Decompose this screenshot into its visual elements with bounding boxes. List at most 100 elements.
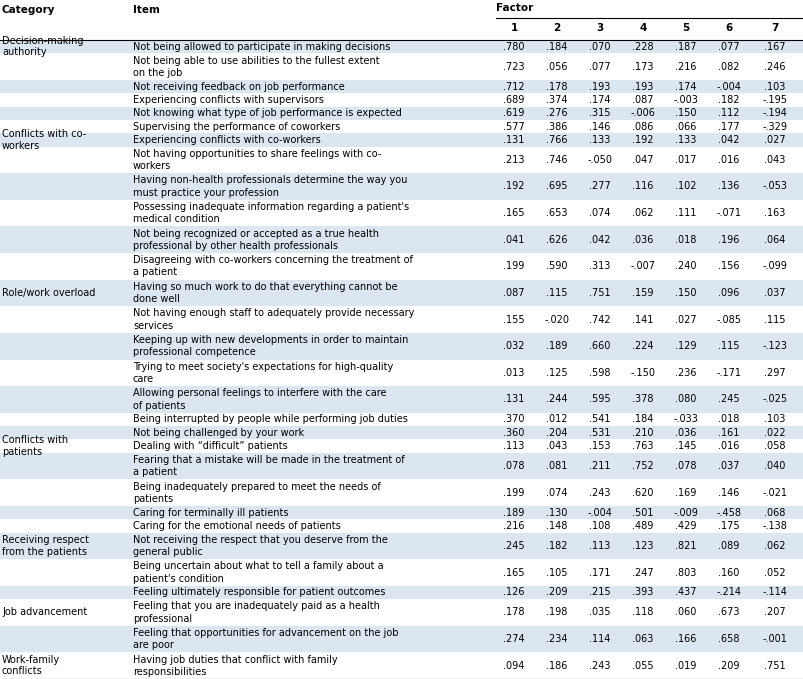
Text: 2: 2 [552,23,560,33]
Text: .653: .653 [545,208,567,218]
Text: -.123: -.123 [761,341,786,351]
Text: .081: .081 [545,461,567,471]
Text: .695: .695 [545,181,567,191]
Text: .094: .094 [503,661,524,671]
Text: -.194: -.194 [761,108,786,118]
Text: .216: .216 [675,62,696,71]
Text: Trying to meet society's expectations for high-quality: Trying to meet society's expectations fo… [132,362,393,371]
Text: -.009: -.009 [673,508,698,517]
Text: of patients: of patients [132,401,185,411]
Text: -.020: -.020 [544,314,569,325]
Text: .689: .689 [503,95,524,105]
Text: .192: .192 [631,135,653,145]
Bar [0,173,803,200]
Text: .598: .598 [589,368,610,378]
Text: .742: .742 [589,314,610,325]
Text: professional by other health professionals: professional by other health professiona… [132,241,337,251]
Text: .115: .115 [545,288,567,298]
Text: services: services [132,320,173,331]
Text: -.004: -.004 [715,81,740,92]
Text: -.050: -.050 [587,155,612,165]
Text: .196: .196 [717,235,739,244]
Text: -.329: -.329 [761,122,786,132]
Text: .105: .105 [545,568,567,578]
Text: .386: .386 [545,122,567,132]
Text: a patient: a patient [132,268,177,278]
Text: .276: .276 [545,108,567,118]
Text: .115: .115 [717,341,739,351]
Text: .236: .236 [675,368,696,378]
Text: -.458: -.458 [715,508,740,517]
Text: .103: .103 [764,81,785,92]
Text: from the patients: from the patients [2,547,87,557]
Bar [0,0,803,40]
Text: .114: .114 [589,634,610,644]
Text: .274: .274 [503,634,524,644]
Text: Feeling ultimately responsible for patient outcomes: Feeling ultimately responsible for patie… [132,587,385,598]
Text: .041: .041 [503,235,524,244]
Text: .166: .166 [675,634,696,644]
Text: medical condition: medical condition [132,214,219,224]
Text: Having job duties that conflict with family: Having job duties that conflict with fam… [132,655,337,665]
Text: .169: .169 [675,488,696,498]
Text: .070: .070 [589,41,610,52]
Bar [0,519,803,532]
Text: .068: .068 [764,508,785,517]
Text: .247: .247 [631,568,653,578]
Bar [0,306,803,333]
Text: .209: .209 [717,661,739,671]
Text: .063: .063 [631,634,653,644]
Text: .141: .141 [631,314,653,325]
Text: .803: .803 [675,568,696,578]
Bar [0,413,803,426]
Text: .178: .178 [545,81,567,92]
Text: authority: authority [2,48,47,57]
Text: .243: .243 [589,661,610,671]
Text: .780: .780 [503,41,524,52]
Bar [0,426,803,439]
Text: .167: .167 [764,41,785,52]
Text: .055: .055 [631,661,653,671]
Text: .187: .187 [675,41,696,52]
Text: .165: .165 [503,568,524,578]
Text: .189: .189 [503,508,524,517]
Text: Feeling that you are inadequately paid as a health: Feeling that you are inadequately paid a… [132,602,379,611]
Text: .658: .658 [717,634,739,644]
Text: .184: .184 [631,414,653,424]
Text: 6: 6 [724,23,732,33]
Text: .111: .111 [675,208,696,218]
Text: .035: .035 [589,608,610,617]
Text: .077: .077 [589,62,610,71]
Text: .165: .165 [503,208,524,218]
Text: .211: .211 [589,461,610,471]
Text: Allowing personal feelings to interfere with the care: Allowing personal feelings to interfere … [132,388,386,399]
Text: .821: .821 [675,541,696,551]
Text: .193: .193 [631,81,653,92]
Text: .037: .037 [764,288,785,298]
Bar [0,626,803,653]
Text: .192: .192 [503,181,524,191]
Text: Not having opportunities to share feelings with co-: Not having opportunities to share feelin… [132,149,381,159]
Text: .078: .078 [675,461,696,471]
Text: .080: .080 [675,394,696,405]
Text: .060: .060 [675,608,696,617]
Bar [0,253,803,280]
Text: Item: Item [132,5,160,15]
Text: Experiencing conflicts with supervisors: Experiencing conflicts with supervisors [132,95,324,105]
Text: -.007: -.007 [630,261,654,272]
Text: .022: .022 [763,428,785,438]
Text: .215: .215 [589,587,610,598]
Text: .042: .042 [717,135,739,145]
Text: .096: .096 [717,288,739,298]
Text: .042: .042 [589,235,610,244]
Text: .159: .159 [631,288,653,298]
Text: Category: Category [2,5,55,15]
Text: .243: .243 [589,488,610,498]
Bar [0,599,803,626]
Text: .763: .763 [631,441,653,451]
Bar [0,586,803,599]
Text: .186: .186 [545,661,567,671]
Text: .056: .056 [545,62,567,71]
Text: .210: .210 [631,428,653,438]
Text: Being interrupted by people while performing job duties: Being interrupted by people while perfor… [132,414,407,424]
